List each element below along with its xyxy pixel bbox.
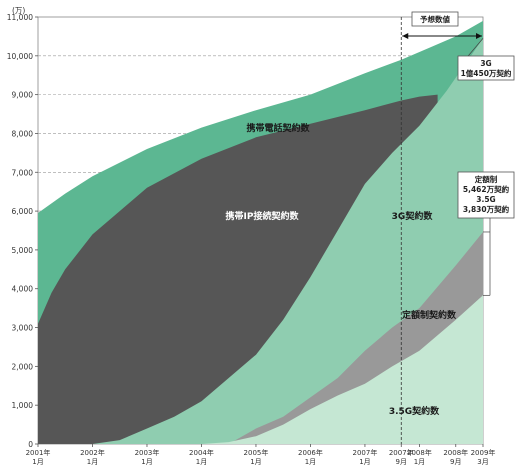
- x-tick-label-month: 1月: [305, 458, 316, 466]
- x-tick-label-month: 1月: [196, 458, 207, 466]
- y-tick-label: 0: [28, 440, 33, 449]
- x-tick-label-year: 2008年: [407, 448, 432, 457]
- flat-callout-line1: 定額制: [475, 174, 498, 184]
- x-tick-label-year: 2006年: [298, 448, 323, 457]
- y-tick-label: 2,000: [12, 362, 34, 371]
- label-flat: 定額制契約数: [401, 309, 457, 321]
- g3-callout-box: [457, 55, 515, 81]
- y-tick-label: 5,000: [12, 246, 34, 255]
- x-tick-label-year: 2007年: [353, 448, 378, 457]
- y-tick-label: 7,000: [12, 168, 34, 177]
- x-tick-label-month: 9月: [450, 458, 461, 466]
- y-tick-label: 10,000: [7, 52, 33, 61]
- x-tick-label-year: 2002年: [80, 448, 105, 457]
- label-ip: 携帯IP接続契約数: [226, 210, 300, 222]
- y-tick-label: 8,000: [12, 129, 34, 138]
- forecast-arrowhead-left: [402, 33, 409, 39]
- y-tick-label: 3,000: [12, 324, 34, 333]
- x-tick-label-month: 1月: [32, 458, 43, 466]
- x-tick-label-month: 1月: [250, 458, 261, 466]
- flat-callout-line2: 5,462万契約: [463, 184, 510, 194]
- flat-callout-line4: 3,830万契約: [463, 204, 510, 214]
- label-3-5g: 3.5G契約数: [389, 405, 440, 417]
- y-tick-label: 11,000: [7, 13, 33, 22]
- forecast-label: 予想数値: [420, 14, 450, 24]
- x-axis: 2001年1月2002年1月2003年1月2004年1月2005年1月2006年…: [26, 444, 496, 466]
- x-tick-label-year: 2005年: [244, 448, 269, 457]
- area-series: [38, 20, 483, 445]
- x-tick-label-year: 2008年: [443, 448, 468, 457]
- x-tick-label-month: 3月: [477, 458, 488, 466]
- x-tick-label-year: 2007年: [389, 448, 414, 457]
- x-tick-label-month: 9月: [396, 458, 407, 466]
- forecast-arrowhead-right: [476, 33, 482, 39]
- g3-callout-line1: 3G: [480, 59, 491, 68]
- x-tick-label-month: 1月: [359, 458, 370, 466]
- g3-callout-line2: 1億450万契約: [461, 68, 512, 78]
- label-3g: 3G契約数: [392, 210, 434, 222]
- y-tick-label: 1,000: [12, 401, 34, 410]
- y-axis: 0 1,000 2,000 3,000 4,000 5,000 6,000 7,000 8,00…: [7, 13, 38, 449]
- x-tick-label-year: 2004年: [189, 448, 214, 457]
- y-tick-label: 6,000: [12, 207, 34, 216]
- x-tick-label-month: 1月: [87, 458, 98, 466]
- label-mobile: 携帯電話契約数: [246, 122, 310, 134]
- x-tick-label-month: 1月: [414, 458, 425, 466]
- y-tick-label: 9,000: [12, 91, 34, 100]
- area-series-path: [201, 295, 483, 444]
- forecast-label-box: [411, 11, 459, 27]
- y-tick-label: 4,000: [12, 285, 34, 294]
- overlay-lines: [400, 17, 491, 444]
- x-tick-label-year: 2003年: [135, 448, 160, 457]
- flat-callout-box: [457, 171, 515, 219]
- flat-callout-line3: 3.5G: [476, 195, 495, 204]
- x-tick-label-year: 2009年: [471, 448, 496, 457]
- x-tick-label-month: 1月: [141, 458, 152, 466]
- unit-label: (万): [12, 6, 25, 15]
- x-tick-label-year: 2001年: [26, 448, 51, 457]
